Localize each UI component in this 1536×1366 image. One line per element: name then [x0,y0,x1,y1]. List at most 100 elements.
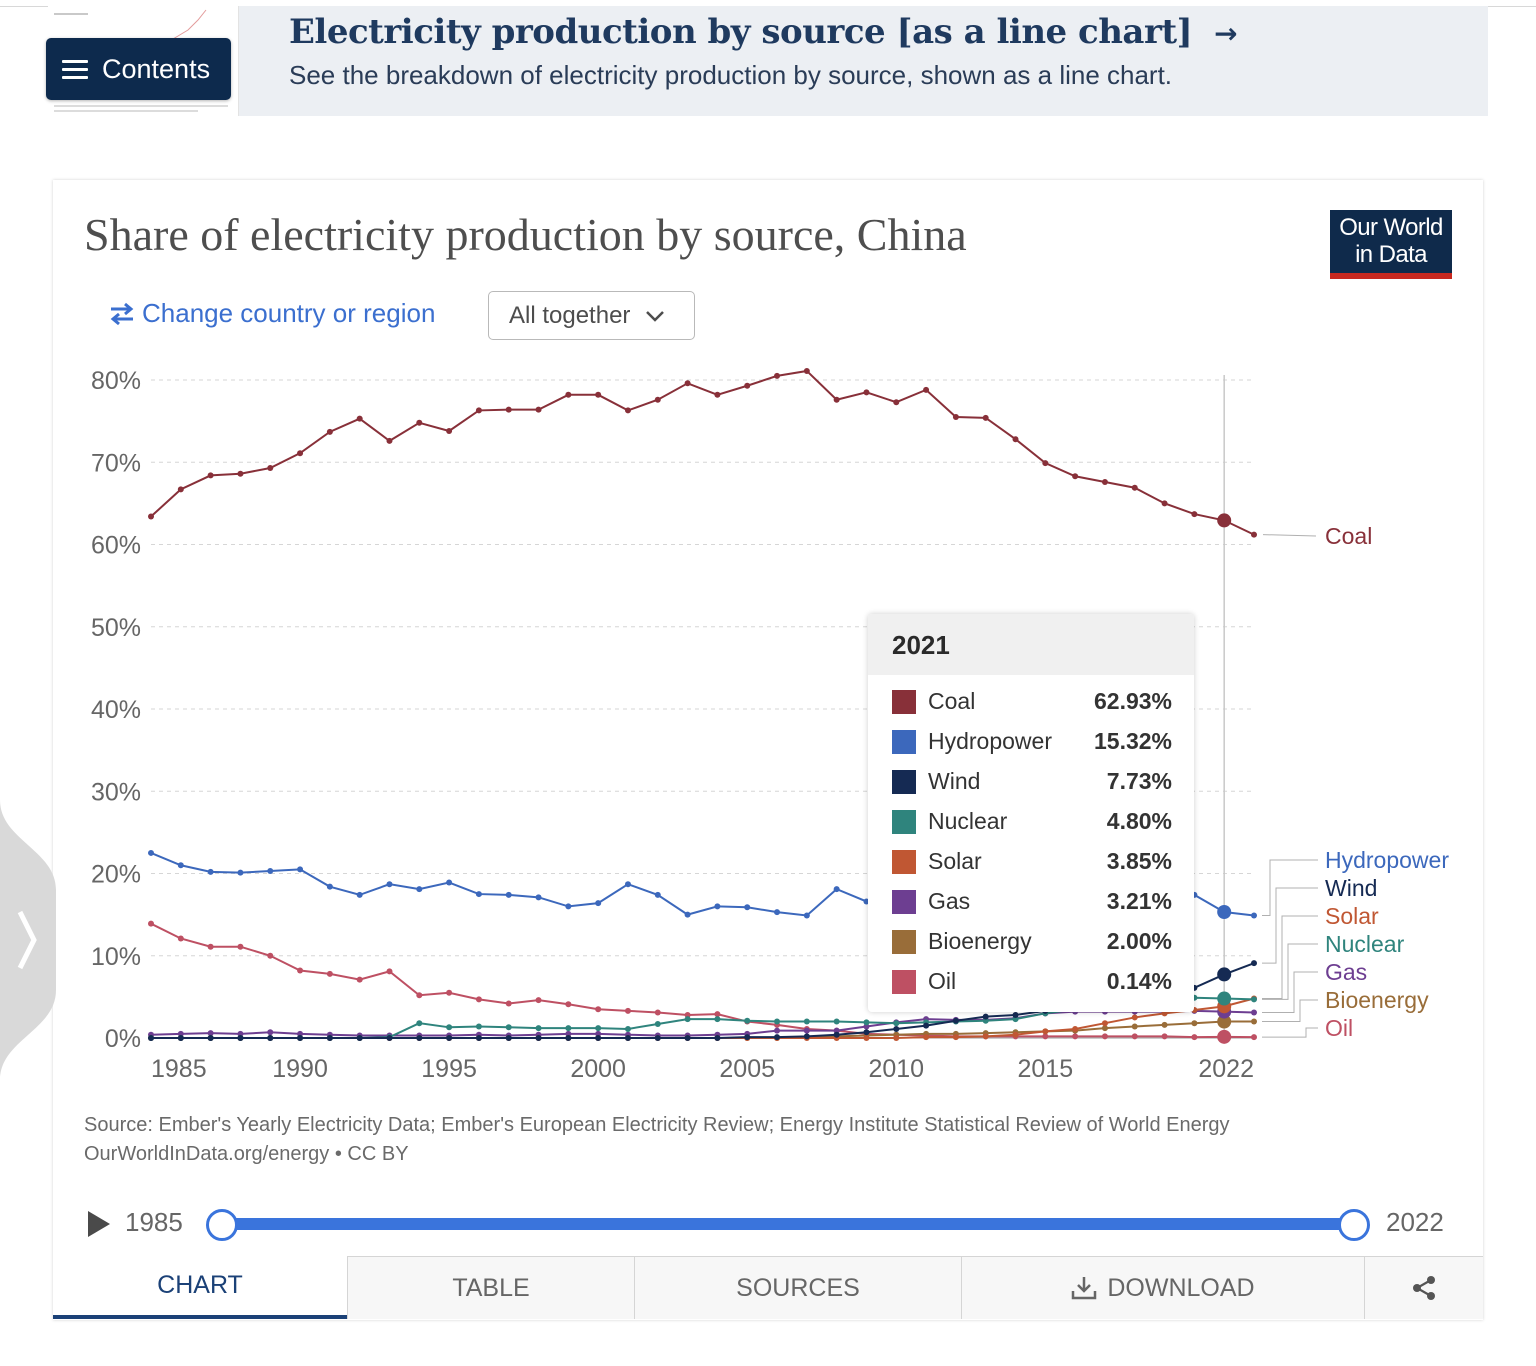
data-point[interactable] [863,898,870,905]
data-point[interactable] [446,1035,453,1041]
data-point[interactable] [1251,1034,1257,1041]
line-chart[interactable]: 0% 10% 20% 30% 40% 50% 60% 70% 80% 1985 1990 1995 2… [0,0,1536,1110]
data-point[interactable] [863,1023,870,1030]
share-button[interactable] [1364,1256,1483,1319]
data-point[interactable] [535,894,542,901]
data-point[interactable] [326,970,333,977]
data-point[interactable] [505,1000,512,1007]
data-point[interactable] [297,1030,304,1037]
tab-download[interactable]: DOWNLOAD [961,1256,1364,1319]
tab-table[interactable]: TABLE [347,1256,634,1319]
data-point[interactable] [416,992,423,999]
related-chart-title-text[interactable]: Electricity production by source [as a l… [289,12,1193,52]
data-point[interactable] [446,427,453,434]
data-point[interactable] [297,967,304,974]
data-point[interactable] [595,1006,602,1013]
data-point[interactable] [833,1027,840,1034]
data-point[interactable] [1161,1021,1168,1028]
data-point[interactable] [505,406,512,413]
data-point[interactable] [535,997,542,1004]
data-point[interactable] [774,909,781,916]
series-label-solar[interactable]: Solar [1325,903,1379,929]
data-point[interactable] [1042,1028,1049,1035]
data-point[interactable] [416,886,423,893]
data-point[interactable] [803,367,810,374]
data-point[interactable] [1012,1011,1019,1018]
data-point[interactable] [565,903,572,910]
data-point[interactable] [952,1034,959,1041]
data-point[interactable] [326,883,333,890]
data-point[interactable] [624,407,631,414]
data-point[interactable] [1012,1031,1019,1038]
data-point[interactable] [1042,460,1049,467]
data-point[interactable] [952,1017,959,1024]
data-point[interactable] [386,881,393,888]
data-point[interactable] [893,399,900,406]
series-label-hydropower[interactable]: Hydropower [1325,847,1449,873]
data-point[interactable] [356,1035,363,1041]
data-point[interactable] [505,1024,512,1031]
data-point[interactable] [267,952,274,959]
data-point[interactable] [207,1035,214,1041]
data-point[interactable] [177,935,184,942]
data-point[interactable] [654,396,661,403]
data-point[interactable] [654,1035,661,1041]
data-point[interactable] [535,1025,542,1032]
facet-select[interactable]: All together [488,291,695,340]
data-point[interactable] [267,1029,274,1036]
license-line[interactable]: OurWorldInData.org/energy • CC BY [84,1143,409,1165]
data-point[interactable] [684,380,691,387]
highlight-point[interactable] [1217,1029,1232,1044]
data-point[interactable] [744,382,751,389]
data-point[interactable] [565,1030,572,1037]
highlight-point[interactable] [1217,991,1232,1006]
data-point[interactable] [416,419,423,426]
data-point[interactable] [148,513,154,520]
data-point[interactable] [684,911,691,918]
data-point[interactable] [863,1019,870,1026]
data-point[interactable] [714,1011,721,1018]
data-point[interactable] [595,1030,602,1037]
data-point[interactable] [982,1033,989,1040]
data-point[interactable] [624,1007,631,1014]
data-point[interactable] [654,891,661,898]
contents-button[interactable]: Contents [46,38,231,100]
data-point[interactable] [416,1020,423,1027]
data-point[interactable] [565,1001,572,1008]
data-point[interactable] [1101,1033,1108,1040]
data-point[interactable] [833,1018,840,1025]
data-point[interactable] [207,472,214,479]
data-point[interactable] [923,386,930,393]
data-point[interactable] [624,1035,631,1041]
data-point[interactable] [446,1024,453,1031]
data-point[interactable] [803,912,810,919]
data-point[interactable] [475,996,482,1003]
data-point[interactable] [1072,1025,1079,1032]
related-chart-banner[interactable] [48,6,1488,116]
data-point[interactable] [952,414,959,421]
series-label-nuclear[interactable]: Nuclear [1325,931,1405,957]
data-point[interactable] [982,414,989,421]
owid-logo[interactable]: Our World in Data [1330,210,1452,279]
data-point[interactable] [774,372,781,379]
timeline-track[interactable] [222,1218,1354,1230]
highlight-point[interactable] [1217,967,1232,982]
data-point[interactable] [267,465,274,472]
data-point[interactable] [774,1034,781,1041]
data-point[interactable] [177,1035,184,1041]
data-point[interactable] [833,886,840,893]
data-point[interactable] [1191,511,1198,518]
data-point[interactable] [923,1022,930,1029]
data-point[interactable] [803,1018,810,1025]
series-label-coal[interactable]: Coal [1325,523,1372,549]
data-point[interactable] [1042,1033,1049,1040]
data-point[interactable] [267,868,274,875]
play-icon[interactable] [87,1210,111,1238]
data-point[interactable] [714,391,721,398]
data-point[interactable] [148,1035,154,1041]
data-point[interactable] [326,1035,333,1041]
data-point[interactable] [923,1034,930,1041]
data-point[interactable] [1251,996,1257,1003]
data-point[interactable] [297,450,304,457]
